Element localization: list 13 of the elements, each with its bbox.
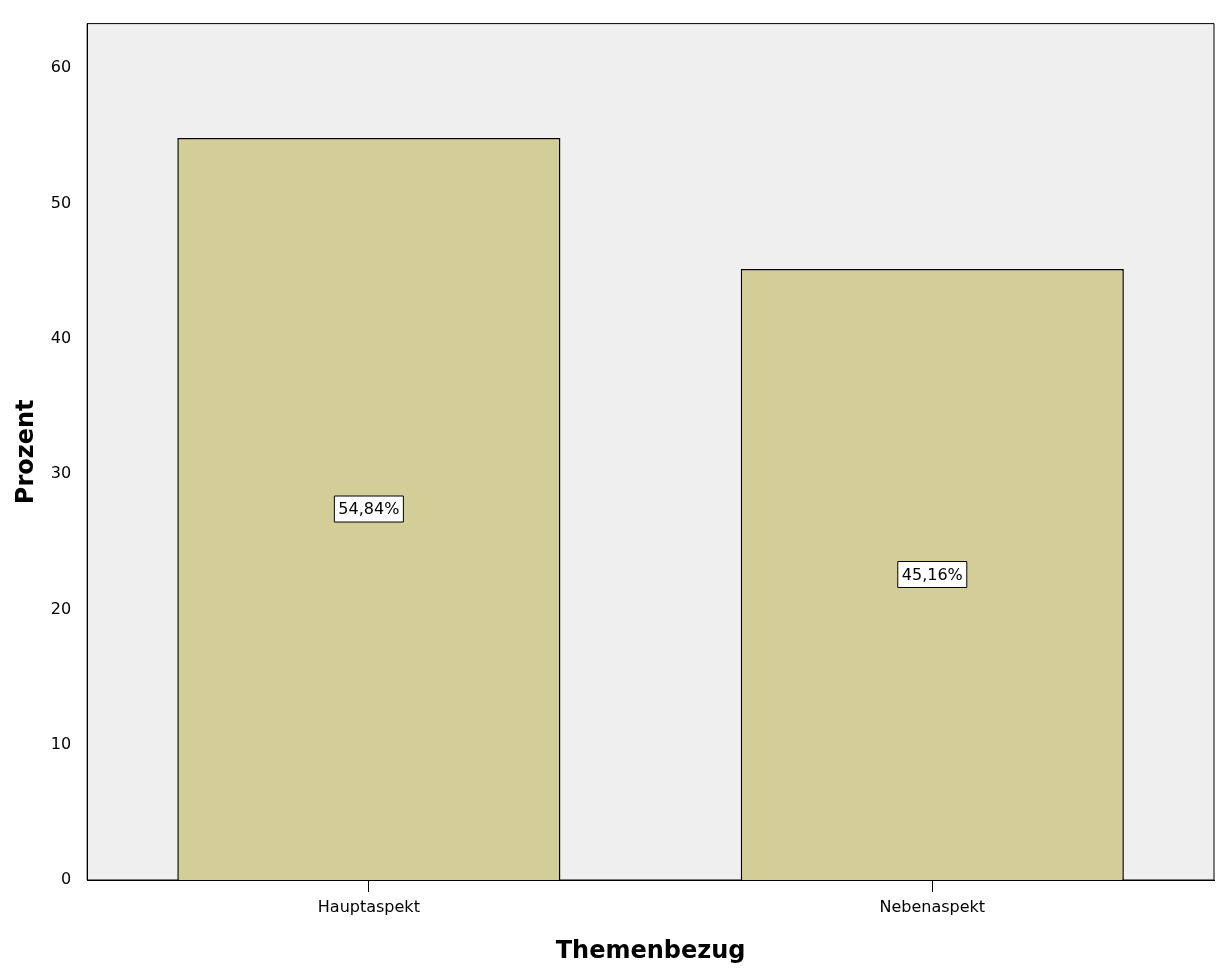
data-label: 45,16% xyxy=(901,564,963,584)
x-tick-label: Nebenaspekt xyxy=(879,896,986,916)
y-tick-label: 0 xyxy=(60,869,72,889)
x-axis-title: Themenbezug xyxy=(555,935,746,964)
y-tick-label: 30 xyxy=(50,463,72,483)
y-tick-label: 40 xyxy=(50,327,72,347)
x-tick-label: Hauptaspekt xyxy=(317,896,420,916)
y-tick-label: 50 xyxy=(50,192,72,212)
y-tick-label: 60 xyxy=(50,57,72,77)
data-label: 54,84% xyxy=(338,499,400,519)
y-tick-label: 10 xyxy=(50,733,72,753)
y-tick-label: 20 xyxy=(50,598,72,618)
y-axis-title: Prozent xyxy=(10,399,39,505)
